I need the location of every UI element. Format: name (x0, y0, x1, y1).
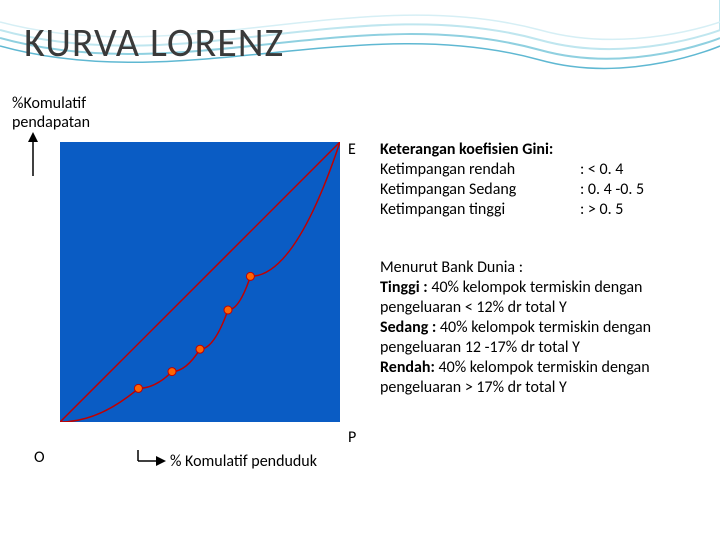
desc-heading: Menurut Bank Dunia : (380, 258, 710, 278)
lorenz-chart (60, 142, 340, 422)
gini-info: Keterangan koefisien Gini: Ketimpangan r… (380, 140, 710, 220)
gini-row-label: Ketimpangan tinggi (380, 200, 580, 220)
desc-key: Rendah: (380, 358, 439, 377)
gini-row-value: : 0. 4 -0. 5 (580, 180, 710, 200)
y-axis-label-line1: %Komulatif (12, 94, 86, 113)
desc-key: Tinggi : (380, 278, 431, 297)
desc-line: Tinggi : 40% kelompok termiskin dengan p… (380, 278, 710, 318)
desc-key: Sedang : (380, 318, 440, 337)
label-O: O (34, 448, 45, 467)
page-title: KURVA LORENZ (24, 18, 284, 67)
gini-row: Ketimpangan tinggi : > 0. 5 (380, 200, 710, 220)
gini-row: Ketimpangan Sedang : 0. 4 -0. 5 (380, 180, 710, 200)
label-E: E (348, 140, 356, 159)
label-P: P (348, 428, 356, 447)
gini-heading: Keterangan koefisien Gini: (380, 140, 710, 160)
gini-row-label: Ketimpangan rendah (380, 160, 580, 180)
gini-row: Ketimpangan rendah : < 0. 4 (380, 160, 710, 180)
gini-row-label: Ketimpangan Sedang (380, 180, 580, 200)
y-axis-label-line2: pendapatan (12, 113, 90, 132)
y-axis-label: %Komulatif pendapatan (12, 94, 90, 132)
desc-line: Sedang : 40% kelompok termiskin dengan p… (380, 318, 710, 358)
lorenz-chart-svg (60, 142, 340, 422)
gini-row-value: : < 0. 4 (580, 160, 710, 180)
desc-line: Rendah: 40% kelompok termiskin dengan pe… (380, 358, 710, 398)
x-axis-label: % Komulatif penduduk (170, 452, 317, 471)
worldbank-desc: Menurut Bank Dunia : Tinggi : 40% kelomp… (380, 258, 710, 398)
x-axis-arrow-icon (130, 450, 166, 472)
gini-row-value: : > 0. 5 (580, 200, 710, 220)
y-axis-arrow-icon (22, 132, 44, 176)
